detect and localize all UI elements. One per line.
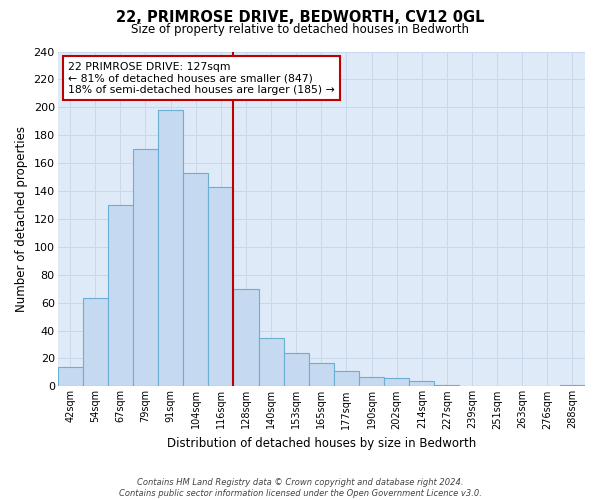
Bar bbox=[108, 205, 133, 386]
Bar bbox=[259, 338, 284, 386]
Bar bbox=[560, 385, 585, 386]
Bar bbox=[309, 362, 334, 386]
Bar bbox=[284, 353, 309, 386]
Bar bbox=[158, 110, 183, 386]
X-axis label: Distribution of detached houses by size in Bedworth: Distribution of detached houses by size … bbox=[167, 437, 476, 450]
Bar bbox=[359, 376, 384, 386]
Bar bbox=[183, 173, 208, 386]
Bar bbox=[384, 378, 409, 386]
Bar bbox=[83, 298, 108, 386]
Bar bbox=[58, 367, 83, 386]
Text: 22 PRIMROSE DRIVE: 127sqm
← 81% of detached houses are smaller (847)
18% of semi: 22 PRIMROSE DRIVE: 127sqm ← 81% of detac… bbox=[68, 62, 335, 94]
Bar bbox=[409, 381, 434, 386]
Bar bbox=[434, 385, 460, 386]
Bar bbox=[133, 149, 158, 386]
Y-axis label: Number of detached properties: Number of detached properties bbox=[15, 126, 28, 312]
Bar bbox=[208, 187, 233, 386]
Bar bbox=[334, 371, 359, 386]
Bar bbox=[233, 288, 259, 386]
Text: Size of property relative to detached houses in Bedworth: Size of property relative to detached ho… bbox=[131, 22, 469, 36]
Text: 22, PRIMROSE DRIVE, BEDWORTH, CV12 0GL: 22, PRIMROSE DRIVE, BEDWORTH, CV12 0GL bbox=[116, 10, 484, 25]
Text: Contains HM Land Registry data © Crown copyright and database right 2024.
Contai: Contains HM Land Registry data © Crown c… bbox=[119, 478, 481, 498]
